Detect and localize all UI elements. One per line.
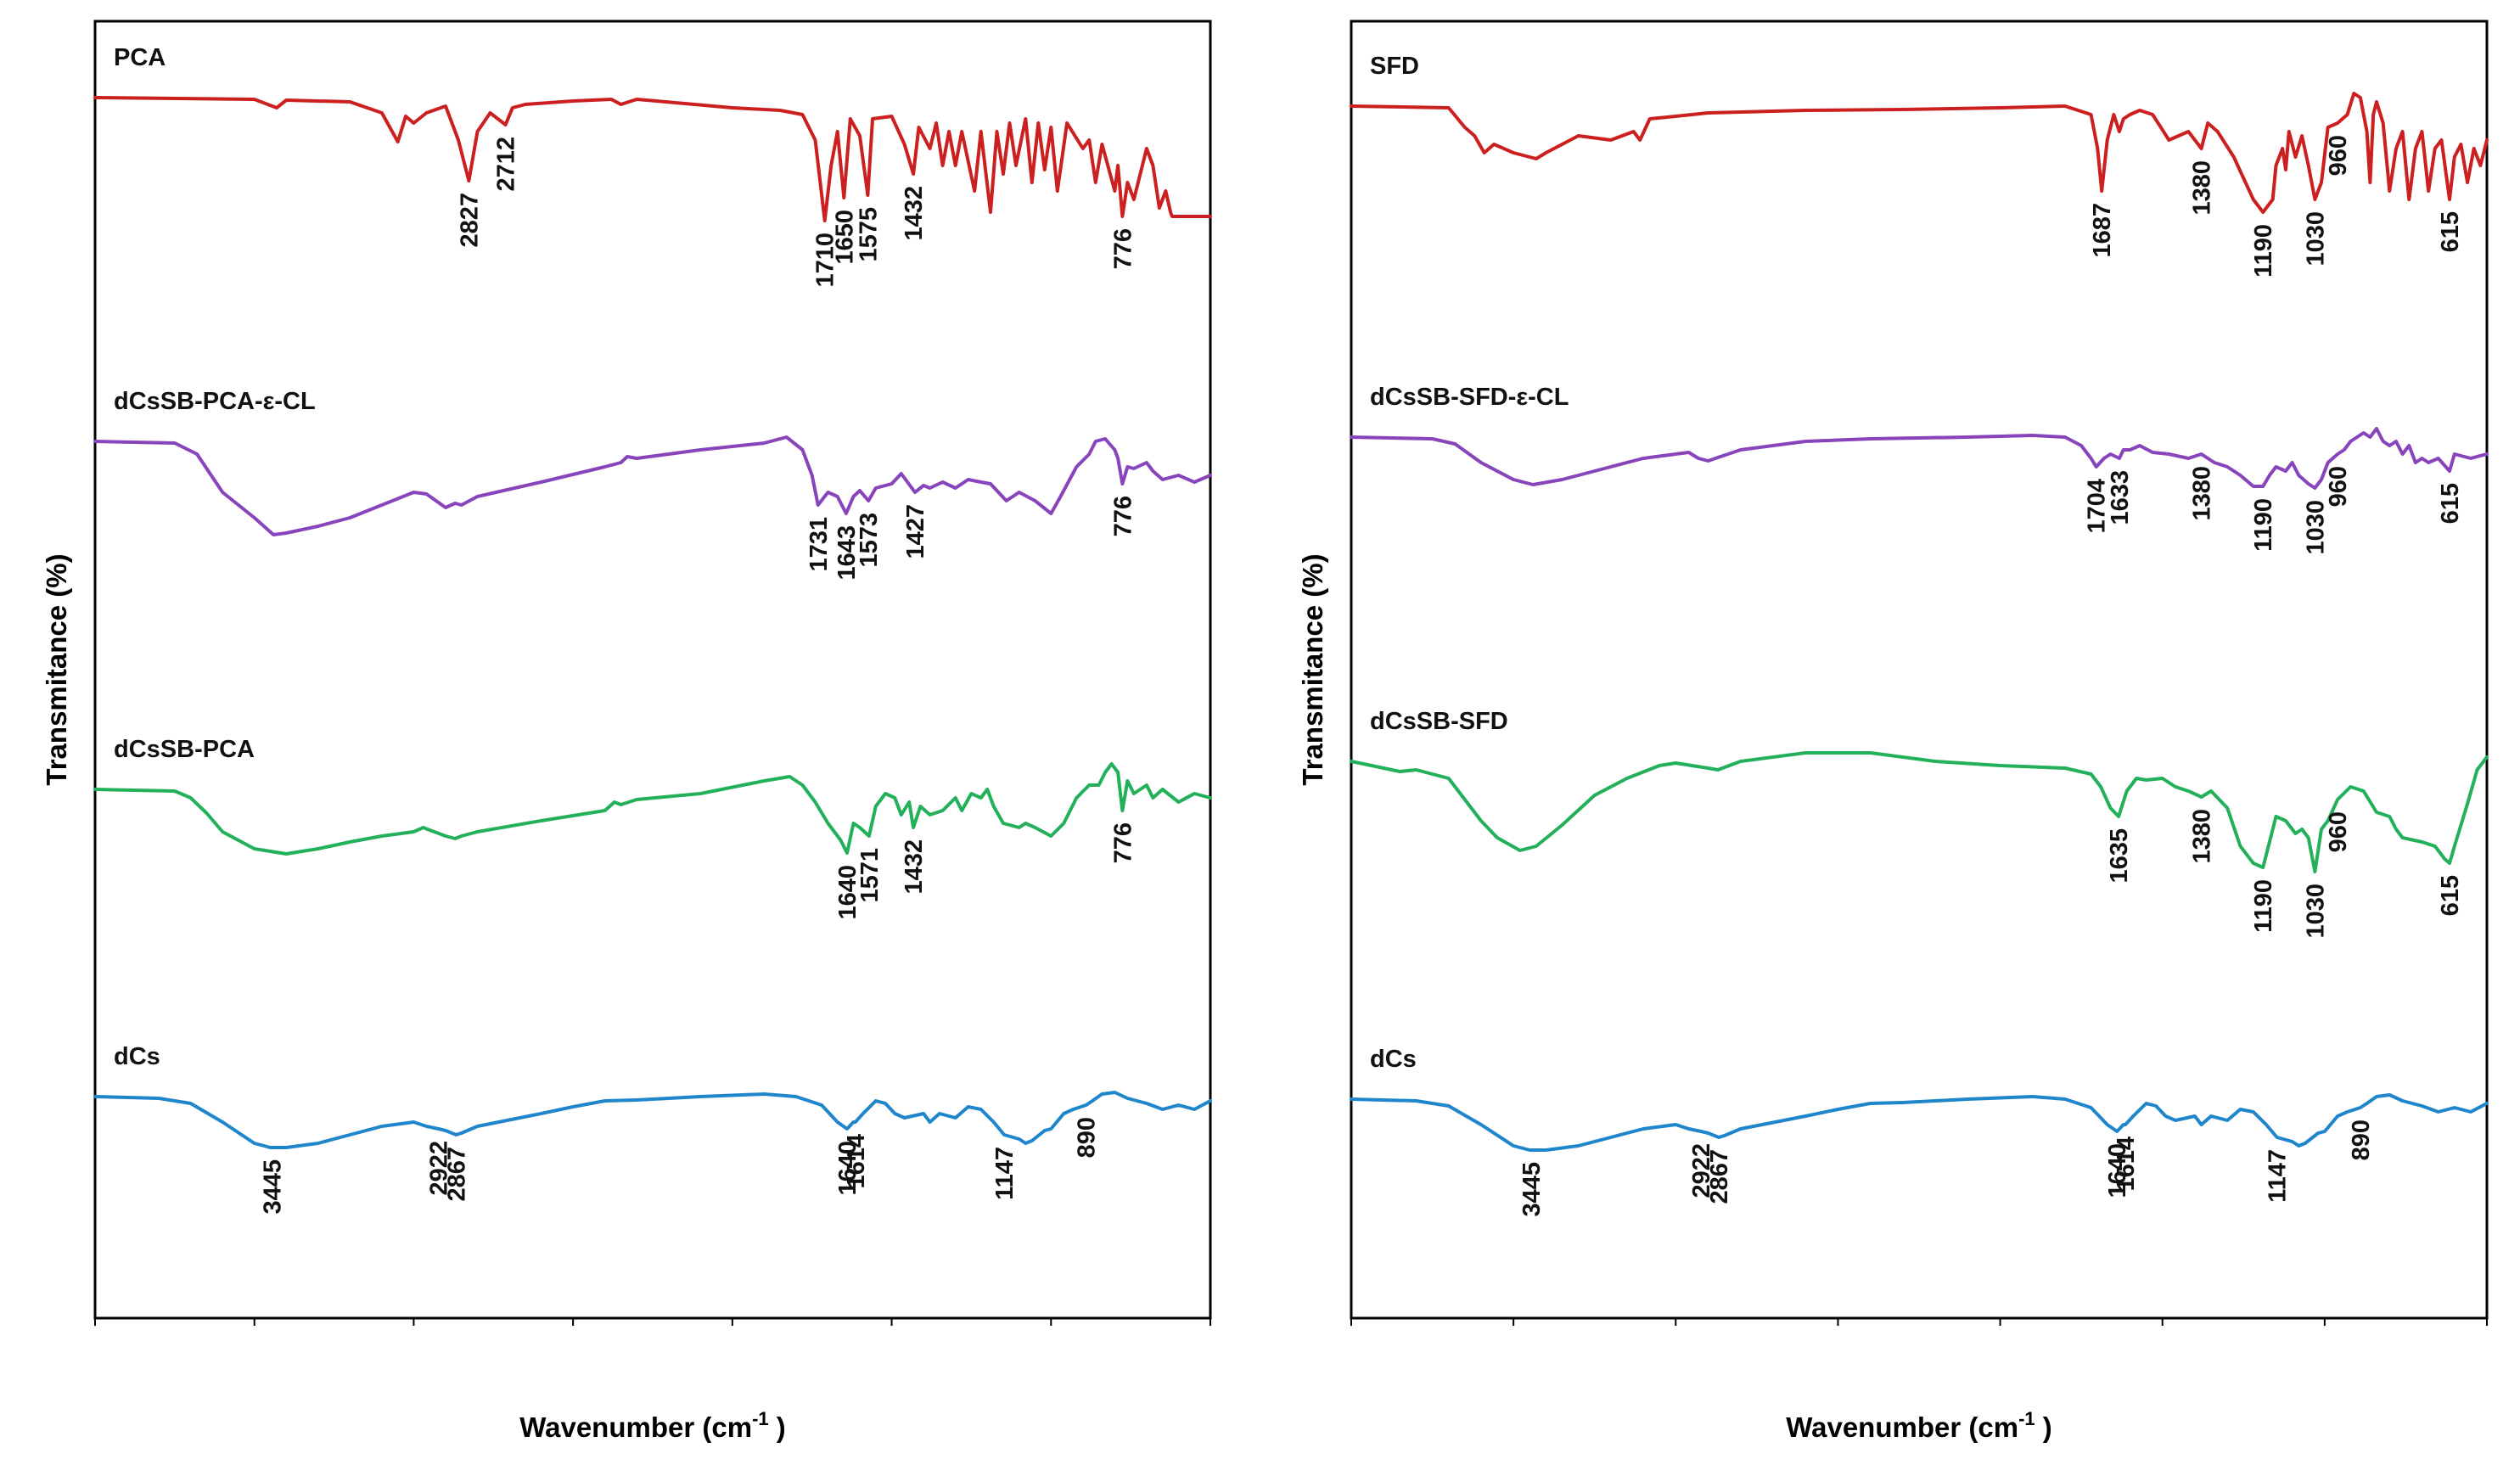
spectrum-line [93,96,1212,222]
peak-label: 1432 [901,186,928,241]
peak-label: 1687 [2089,203,2116,258]
spectrum-line [93,1091,1212,1149]
series-name-label: dCsSB-SFD [1370,708,1508,735]
peak-label: 1614 [843,1134,870,1189]
x-axis-label-end: ) [769,1411,786,1443]
series-name-label: SFD [1370,53,1419,80]
peak-label: 3445 [259,1159,286,1215]
peak-label: 615 [2437,211,2464,252]
peak-label: 890 [1074,1117,1101,1158]
x-axis-label-text: Wavenumber (cm [1786,1411,2018,1443]
peak-label: 2712 [493,137,520,192]
peak-label: 1710 [812,233,839,288]
series-name-label: dCs [1370,1046,1417,1073]
peak-label: 1380 [2189,809,2216,864]
x-axis-label-sup: -1 [2018,1408,2035,1429]
series-name-label: PCA [114,44,166,71]
peak-label: 960 [2325,135,2352,176]
peak-label: 776 [1109,228,1137,269]
spectrum-line [93,762,1212,856]
series-name-label: dCsSB-SFD-ε-CL [1370,384,1569,411]
spectrum-line [93,435,1212,536]
peak-label: 1640 [834,865,862,920]
peak-label: 776 [1109,496,1137,536]
series-name-label: dCsSB-PCA [114,736,255,763]
x-axis-label: Wavenumber (cm-1 ) [1786,1408,2052,1443]
spectrum-line [1350,92,2489,214]
x-axis-label: Wavenumber (cm-1 ) [519,1408,786,1443]
peak-label: 1030 [2302,500,2329,555]
peak-label: 2922 [1688,1143,1715,1198]
spectrum-line [1350,751,2489,873]
peak-label: 615 [2437,483,2464,524]
peak-label: 1704 [2084,479,2111,534]
peak-label: 1147 [2265,1149,2292,1203]
peak-label: 2827 [456,193,483,248]
peak-label: 1731 [805,517,833,572]
peak-label: 1030 [2302,884,2329,939]
peak-label: 1190 [2250,498,2277,552]
peak-label: 3445 [1518,1162,1546,1217]
peak-label: 1427 [902,504,929,559]
peak-label: 960 [2325,466,2352,507]
peak-label: 1640 [834,1141,862,1196]
peak-label: 776 [1109,822,1137,863]
x-axis-label-end: ) [2035,1411,2052,1443]
peak-label: 1643 [833,525,861,581]
peak-label: 1650 [831,210,858,265]
panel-b: Wavenumber (cm-1 ) Transmitance (%) SFD 168… [1297,20,2489,1443]
peak-label: 1030 [2302,211,2329,267]
peak-label: 2867 [443,1147,470,1202]
peak-label: 2922 [426,1141,453,1196]
series-0: SFD 1687 1380 1190 1030 960 615 [1350,53,2489,278]
x-axis-label-sup: -1 [752,1408,769,1429]
peak-label: 1147 [991,1147,1019,1200]
x-axis-label-text: Wavenumber (cm [519,1411,752,1443]
peak-label: 1640 [2104,1143,2131,1198]
plot-frame [1350,20,2489,1320]
panel-a: Wavenumber (cm-1 ) Transmitance (%) PCA 282… [41,20,1212,1443]
peak-label: 1380 [2189,160,2216,216]
peak-label: 2867 [1706,1149,1733,1204]
peak-label: 1633 [2107,470,2134,525]
peak-label: 1190 [2250,224,2277,278]
spectrum-line [1350,427,2489,490]
peak-label: 1571 [856,848,884,903]
peak-label: 1380 [2189,466,2216,521]
peak-label: 1432 [901,839,928,895]
series-name-label: dCsSB-PCA-ε-CL [114,388,316,415]
peak-label: 890 [2348,1120,2375,1160]
peak-label: 1635 [2106,828,2133,884]
peak-label: 1573 [856,513,883,568]
y-axis-label: Transmitance (%) [1297,553,1328,785]
series-name-label: dCs [114,1043,160,1070]
peak-label: 1614 [2113,1136,2140,1192]
plot-frame [93,20,1212,1320]
series-2: dCsSB-SFD 1635 1380 1190 1030 960 615 [1350,708,2489,939]
spectrum-line [1350,1093,2489,1152]
peak-label: 1575 [855,207,882,262]
peak-label: 1190 [2250,879,2277,933]
peak-label: 615 [2437,875,2464,916]
peak-label: 960 [2325,811,2352,852]
y-axis-label: Transmitance (%) [41,553,72,785]
